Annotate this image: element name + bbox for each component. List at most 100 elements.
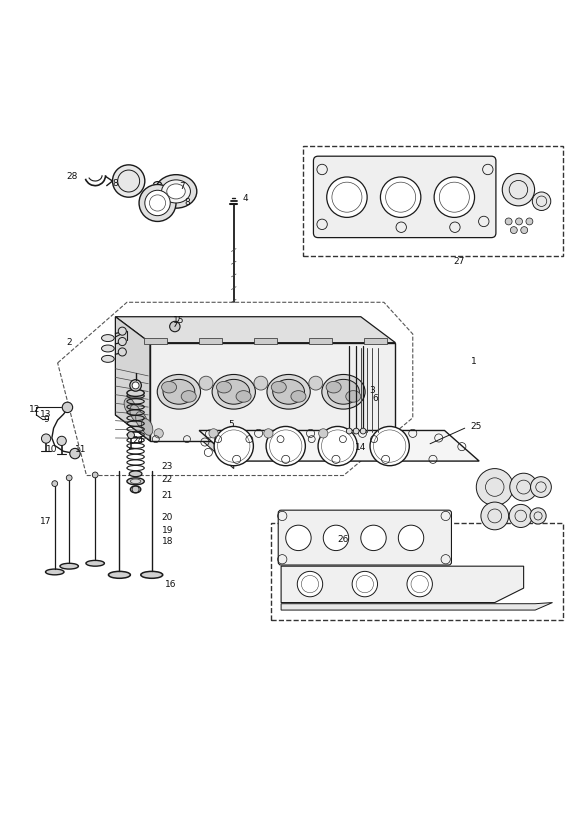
Text: 21: 21 bbox=[161, 491, 173, 500]
Circle shape bbox=[154, 428, 163, 438]
Ellipse shape bbox=[124, 398, 135, 414]
Circle shape bbox=[510, 227, 517, 233]
Text: 6: 6 bbox=[373, 394, 378, 403]
FancyBboxPatch shape bbox=[314, 157, 496, 237]
Ellipse shape bbox=[212, 374, 255, 409]
Ellipse shape bbox=[271, 382, 286, 393]
Text: 20: 20 bbox=[161, 513, 173, 522]
Circle shape bbox=[118, 348, 127, 356]
Ellipse shape bbox=[322, 374, 365, 409]
Ellipse shape bbox=[129, 471, 142, 476]
Text: 4: 4 bbox=[243, 194, 248, 203]
Circle shape bbox=[515, 218, 522, 225]
Circle shape bbox=[503, 174, 535, 206]
Ellipse shape bbox=[346, 391, 361, 402]
Bar bbox=[254, 338, 277, 344]
Bar bbox=[309, 338, 332, 344]
Text: 27: 27 bbox=[453, 257, 465, 266]
Circle shape bbox=[62, 402, 73, 413]
Ellipse shape bbox=[163, 379, 195, 405]
Circle shape bbox=[254, 377, 268, 390]
Circle shape bbox=[145, 190, 170, 216]
Circle shape bbox=[297, 571, 322, 597]
Text: 23: 23 bbox=[161, 462, 173, 471]
Ellipse shape bbox=[45, 569, 64, 575]
Circle shape bbox=[510, 473, 538, 501]
Polygon shape bbox=[199, 430, 479, 461]
Circle shape bbox=[381, 177, 421, 218]
Text: 13: 13 bbox=[40, 410, 52, 419]
Circle shape bbox=[132, 382, 139, 389]
Circle shape bbox=[505, 218, 512, 225]
Circle shape bbox=[118, 327, 127, 335]
Bar bbox=[199, 338, 222, 344]
Polygon shape bbox=[199, 430, 234, 469]
Ellipse shape bbox=[101, 335, 114, 342]
Circle shape bbox=[326, 177, 367, 218]
Polygon shape bbox=[115, 316, 395, 343]
Ellipse shape bbox=[60, 564, 79, 569]
Bar bbox=[144, 338, 167, 344]
Ellipse shape bbox=[136, 412, 147, 428]
Ellipse shape bbox=[101, 355, 114, 363]
Text: 19: 19 bbox=[161, 526, 173, 535]
Circle shape bbox=[264, 428, 273, 438]
Text: 3: 3 bbox=[370, 386, 375, 396]
Circle shape bbox=[70, 448, 80, 459]
Text: 15: 15 bbox=[173, 316, 185, 325]
Circle shape bbox=[214, 427, 254, 466]
Circle shape bbox=[66, 475, 72, 480]
Ellipse shape bbox=[328, 379, 359, 405]
Ellipse shape bbox=[273, 379, 304, 405]
Text: 11: 11 bbox=[75, 445, 86, 454]
Text: 12: 12 bbox=[29, 405, 40, 414]
Circle shape bbox=[318, 427, 357, 466]
Ellipse shape bbox=[267, 374, 310, 409]
Polygon shape bbox=[150, 343, 395, 441]
Text: 2: 2 bbox=[66, 338, 72, 347]
Circle shape bbox=[92, 472, 98, 478]
Circle shape bbox=[113, 165, 145, 197]
Bar bbox=[271, 523, 563, 620]
Circle shape bbox=[521, 227, 528, 233]
Text: 28: 28 bbox=[66, 172, 78, 181]
Text: 24: 24 bbox=[133, 437, 144, 446]
Ellipse shape bbox=[218, 379, 250, 405]
Ellipse shape bbox=[161, 382, 177, 393]
Text: 10: 10 bbox=[46, 445, 58, 454]
Ellipse shape bbox=[86, 560, 104, 566]
Circle shape bbox=[476, 469, 513, 506]
Circle shape bbox=[139, 185, 176, 222]
Text: 25: 25 bbox=[470, 422, 482, 431]
Polygon shape bbox=[115, 316, 150, 441]
Ellipse shape bbox=[131, 486, 141, 493]
Text: 14: 14 bbox=[355, 443, 367, 452]
Ellipse shape bbox=[142, 419, 153, 435]
Circle shape bbox=[346, 428, 352, 434]
Circle shape bbox=[57, 436, 66, 446]
Circle shape bbox=[118, 338, 127, 345]
Ellipse shape bbox=[291, 391, 306, 402]
Text: 16: 16 bbox=[164, 579, 176, 588]
Ellipse shape bbox=[101, 345, 114, 352]
Text: 1: 1 bbox=[470, 357, 476, 366]
Circle shape bbox=[353, 428, 359, 434]
Circle shape bbox=[481, 502, 508, 530]
Circle shape bbox=[361, 525, 386, 550]
Circle shape bbox=[531, 476, 552, 498]
Ellipse shape bbox=[181, 391, 196, 402]
Circle shape bbox=[532, 192, 551, 210]
FancyBboxPatch shape bbox=[278, 510, 451, 565]
Text: 5: 5 bbox=[228, 420, 234, 429]
Polygon shape bbox=[281, 566, 524, 602]
Bar bbox=[364, 338, 387, 344]
Circle shape bbox=[407, 571, 433, 597]
Ellipse shape bbox=[127, 478, 144, 485]
Circle shape bbox=[360, 428, 366, 434]
Ellipse shape bbox=[216, 382, 231, 393]
Ellipse shape bbox=[326, 382, 341, 393]
Ellipse shape bbox=[167, 184, 185, 199]
Ellipse shape bbox=[130, 405, 141, 422]
Ellipse shape bbox=[161, 180, 191, 203]
Circle shape bbox=[509, 504, 532, 527]
